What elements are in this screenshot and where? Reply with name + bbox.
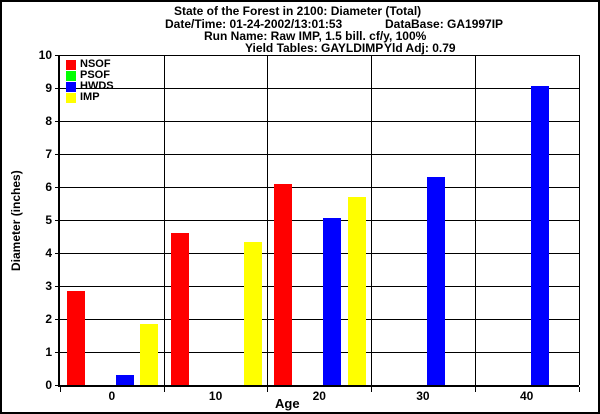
legend-label: HWDS bbox=[80, 80, 114, 92]
gridline-horizontal bbox=[60, 319, 579, 320]
gridline-vertical bbox=[371, 55, 373, 385]
gridline-horizontal bbox=[60, 121, 579, 122]
legend: NSOF PSOF HWDS IMP bbox=[66, 59, 114, 103]
legend-swatch-imp bbox=[66, 92, 76, 103]
legend-item-nsof: NSOF bbox=[66, 59, 114, 70]
y-axis-tick bbox=[55, 88, 60, 89]
y-axis-tick bbox=[55, 385, 60, 386]
gridline-vertical bbox=[267, 55, 269, 385]
header-yld-adj: Yld Adj: 0.79 bbox=[384, 41, 456, 55]
bar-nsof-age-20 bbox=[274, 183, 293, 385]
y-axis-tick bbox=[55, 220, 60, 221]
gridline-horizontal bbox=[60, 88, 579, 89]
y-axis-tick bbox=[55, 121, 60, 122]
legend-item-psof: PSOF bbox=[66, 70, 114, 81]
bar-hwds-age-0 bbox=[115, 375, 134, 385]
y-axis-title: Diameter (inches) bbox=[9, 170, 23, 271]
y-tick-label: 3 bbox=[45, 279, 52, 293]
y-axis-tick bbox=[55, 319, 60, 320]
x-axis-tick bbox=[578, 387, 580, 392]
gridline-horizontal bbox=[60, 220, 579, 221]
y-tick-label: 4 bbox=[45, 246, 52, 260]
header-database: DataBase: GA1997IP bbox=[385, 17, 504, 31]
legend-item-imp: IMP bbox=[66, 92, 114, 103]
y-axis-tick bbox=[55, 154, 60, 155]
legend-swatch-psof bbox=[66, 70, 76, 81]
y-tick-label: 9 bbox=[45, 81, 52, 95]
x-axis-tick bbox=[60, 387, 61, 392]
x-axis-tick bbox=[163, 387, 165, 392]
y-axis-tick bbox=[55, 187, 60, 188]
gridline-vertical bbox=[578, 55, 580, 385]
y-tick-label: 8 bbox=[45, 114, 52, 128]
x-axis-line bbox=[58, 385, 579, 387]
y-tick-label: 1 bbox=[45, 345, 52, 359]
gridline-horizontal bbox=[60, 55, 579, 56]
x-axis-tick bbox=[474, 387, 476, 392]
header-date-time: Date/Time: 01-24-2002/13:01:53 bbox=[165, 17, 343, 31]
bar-imp-age-0 bbox=[140, 323, 159, 385]
bar-imp-age-10 bbox=[243, 241, 262, 385]
legend-label: PSOF bbox=[80, 69, 110, 81]
x-axis-tick bbox=[371, 387, 373, 392]
gridline-horizontal bbox=[60, 187, 579, 188]
y-tick-label: 10 bbox=[38, 48, 52, 62]
gridline-horizontal bbox=[60, 286, 579, 287]
legend-label: IMP bbox=[80, 91, 100, 103]
x-tick-label: 40 bbox=[520, 389, 534, 403]
gridline-vertical bbox=[474, 55, 476, 385]
y-tick-label: 5 bbox=[45, 213, 52, 227]
bar-nsof-age-10 bbox=[170, 233, 189, 385]
y-tick-label: 2 bbox=[45, 312, 52, 326]
y-axis-tick bbox=[55, 55, 60, 56]
legend-swatch-hwds bbox=[66, 81, 76, 92]
gridline-vertical bbox=[163, 55, 165, 385]
y-axis-tick bbox=[55, 286, 60, 287]
y-axis-line bbox=[58, 55, 60, 387]
y-tick-label: 6 bbox=[45, 180, 52, 194]
gridline-horizontal bbox=[60, 154, 579, 155]
gridline-horizontal bbox=[60, 352, 579, 353]
legend-label: NSOF bbox=[80, 58, 111, 70]
chart-title: State of the Forest in 2100: Diameter (T… bbox=[174, 4, 422, 18]
bar-imp-age-20 bbox=[347, 196, 366, 385]
x-axis-tick bbox=[267, 387, 269, 392]
x-axis-title: Age bbox=[275, 396, 300, 411]
bar-nsof-age-0 bbox=[67, 290, 85, 385]
header-yield-tables: Yield Tables: GAYLDIMP bbox=[245, 41, 384, 55]
x-tick-label: 0 bbox=[108, 389, 116, 403]
x-tick-label: 30 bbox=[416, 389, 430, 403]
legend-item-hwds: HWDS bbox=[66, 81, 114, 92]
y-tick-label: 0 bbox=[45, 378, 52, 392]
y-axis-tick bbox=[55, 352, 60, 353]
y-tick-label: 7 bbox=[45, 147, 52, 161]
gridline-horizontal bbox=[60, 253, 579, 254]
x-tick-label: 20 bbox=[312, 389, 326, 403]
bar-hwds-age-40 bbox=[530, 86, 549, 385]
legend-swatch-nsof bbox=[66, 59, 76, 70]
x-tick-label: 10 bbox=[208, 389, 223, 403]
header-run-name: Run Name: Raw IMP, 1.5 bill. cf/y, 100% bbox=[204, 29, 427, 43]
bar-hwds-age-20 bbox=[323, 218, 342, 385]
bar-hwds-age-30 bbox=[426, 177, 445, 385]
y-axis-tick bbox=[55, 253, 60, 254]
